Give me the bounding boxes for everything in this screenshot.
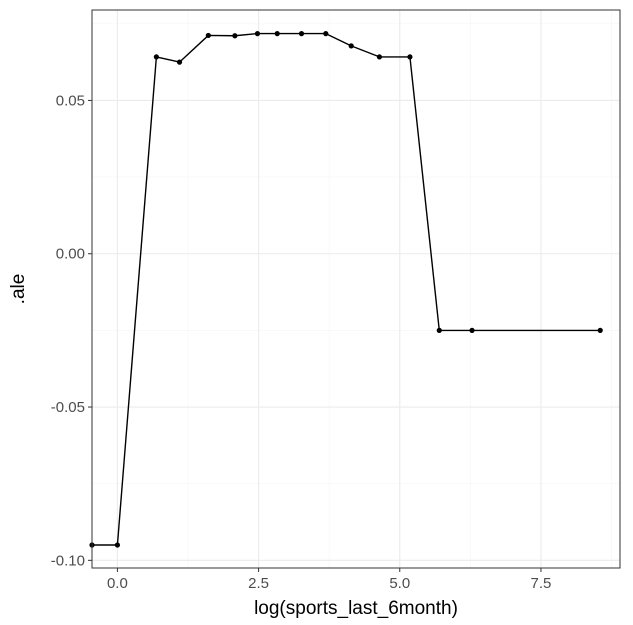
data-point bbox=[436, 327, 442, 333]
x-axis-title: log(sports_last_6month) bbox=[254, 598, 458, 619]
data-point bbox=[114, 542, 121, 548]
y-axis-title: .ale bbox=[8, 274, 29, 305]
y-tick-label: 0.00 bbox=[56, 246, 85, 263]
tick-layer: 0.0 2.5 5.0 7.5 -0.10 -0.05 0.00 0.05 bbox=[51, 92, 552, 592]
x-tick-label: 2.5 bbox=[248, 575, 269, 592]
x-tick-label: 0.0 bbox=[107, 575, 128, 592]
data-point bbox=[176, 59, 183, 65]
y-tick-label: 0.05 bbox=[56, 92, 85, 109]
grid-layer bbox=[92, 10, 620, 568]
y-tick-label: -0.10 bbox=[51, 552, 85, 569]
y-tick-label: -0.05 bbox=[51, 399, 85, 416]
data-point bbox=[274, 31, 280, 37]
data-point bbox=[232, 33, 238, 39]
series-line bbox=[92, 32, 601, 546]
plot-panel-border bbox=[91, 9, 621, 569]
data-point bbox=[323, 31, 329, 37]
data-point bbox=[469, 327, 475, 333]
data-point bbox=[376, 54, 383, 60]
data-point bbox=[597, 327, 603, 333]
data-point bbox=[205, 32, 211, 39]
data-point bbox=[153, 54, 159, 60]
data-point bbox=[254, 31, 261, 37]
x-tick-label: 5.0 bbox=[389, 575, 410, 592]
series-point-layer bbox=[89, 31, 603, 548]
data-point bbox=[298, 31, 305, 37]
x-tick-label: 7.5 bbox=[531, 575, 552, 592]
data-point bbox=[407, 54, 413, 60]
series-line-layer bbox=[92, 32, 601, 546]
data-point bbox=[348, 43, 354, 49]
